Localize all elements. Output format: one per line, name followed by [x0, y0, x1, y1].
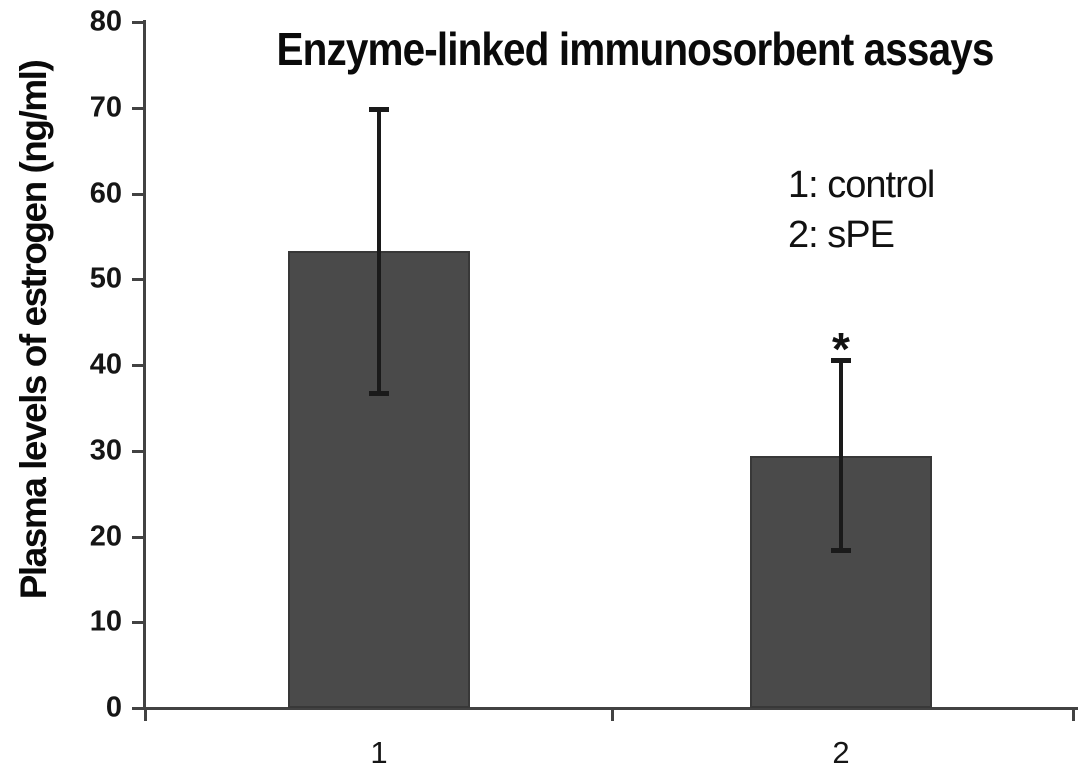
y-tick-label: 50	[89, 262, 122, 295]
x-category-label: 1	[370, 735, 388, 770]
x-category-label: 2	[832, 735, 850, 770]
y-tick-mark	[132, 535, 146, 539]
y-tick-mark	[132, 192, 146, 196]
y-tick-label: 30	[89, 434, 122, 467]
x-tick-mark	[1072, 707, 1075, 721]
error-bar-control	[377, 109, 381, 395]
error-cap-top	[369, 107, 389, 113]
y-tick-label: 0	[105, 691, 122, 724]
y-tick-mark	[132, 364, 146, 367]
x-tick-mark	[144, 707, 147, 721]
error-cap-top	[831, 357, 851, 363]
error-bar-sPE	[839, 359, 843, 552]
chart-title: Enzyme-linked immunosorbent assays	[276, 23, 995, 75]
y-tick-mark	[132, 707, 146, 710]
y-tick-mark	[132, 621, 146, 625]
x-tick-mark	[611, 707, 614, 721]
error-cap-bottom	[831, 548, 851, 554]
y-tick-label: 40	[89, 348, 122, 381]
x-axis-line	[140, 707, 1078, 710]
legend-item-spe: 2: sPE	[788, 214, 895, 256]
y-tick-mark	[132, 21, 146, 24]
y-tick-mark	[132, 106, 146, 110]
legend-item-control: 1: control	[788, 164, 935, 206]
y-tick-label: 80	[89, 5, 122, 38]
legend: 1: control 2: sPE	[788, 160, 935, 260]
y-tick-mark	[132, 449, 146, 453]
y-tick-label: 10	[89, 605, 122, 638]
y-tick-mark	[132, 278, 146, 282]
y-tick-label: 20	[89, 520, 122, 552]
error-cap-bottom	[369, 391, 389, 397]
y-tick-label: 70	[89, 91, 122, 124]
y-tick-label: 60	[89, 177, 122, 209]
